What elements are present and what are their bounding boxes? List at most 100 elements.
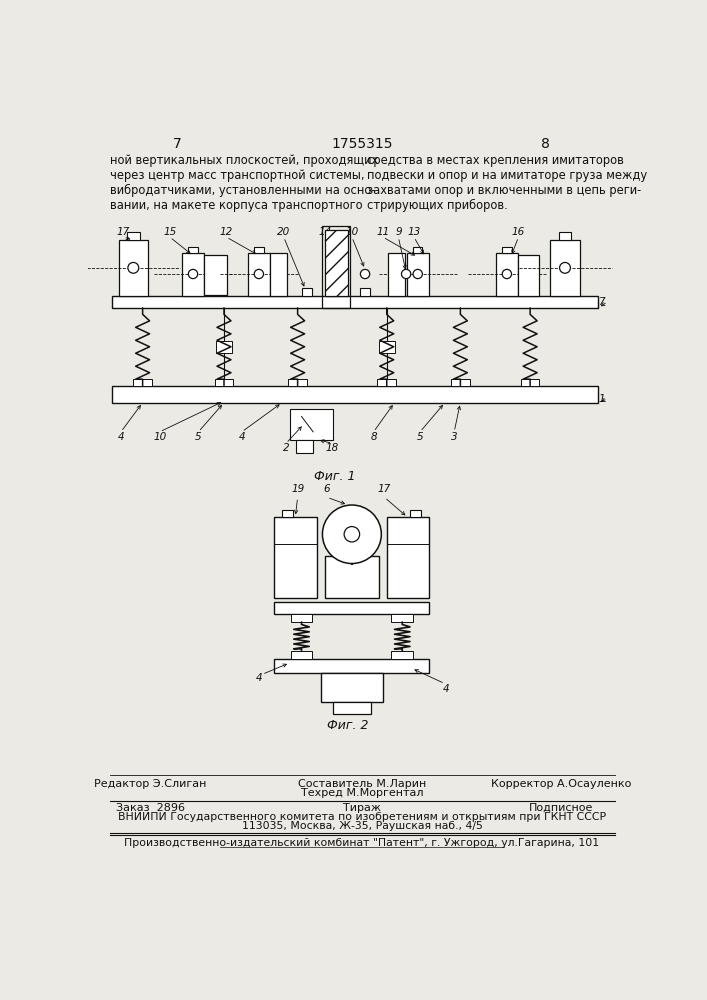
Bar <box>325 230 348 296</box>
Circle shape <box>402 269 411 279</box>
Text: 19: 19 <box>291 484 304 494</box>
Text: средства в местах крепления имитаторов
подвески и опор и на имитаторе груза межд: средства в местах крепления имитаторов п… <box>368 154 648 212</box>
Text: 11: 11 <box>376 227 390 237</box>
Bar <box>325 556 379 598</box>
Bar <box>518 255 539 296</box>
Bar <box>296 440 313 453</box>
Circle shape <box>128 262 139 273</box>
Bar <box>127 232 139 240</box>
Text: ВНИИПИ Государственного комитета по изобретениям и открытиям при ГКНТ СССР: ВНИИПИ Государственного комитета по изоб… <box>118 812 606 822</box>
Bar <box>559 232 571 240</box>
Text: 8: 8 <box>370 432 377 442</box>
Bar <box>288 379 307 386</box>
Text: ной вертикальных плоскостей, проходящих
через центр масс транспортной системы,
в: ной вертикальных плоскостей, проходящих … <box>110 154 378 212</box>
Bar <box>321 673 383 702</box>
Circle shape <box>255 269 264 279</box>
Text: 4: 4 <box>238 432 245 442</box>
Text: 4: 4 <box>117 432 124 442</box>
Bar <box>282 510 293 517</box>
Bar <box>410 510 421 517</box>
Bar <box>215 379 233 386</box>
Text: Производственно-издательский комбинат "Патент", г. Ужгород, ул.Гагарина, 101: Производственно-издательский комбинат "П… <box>124 838 600 848</box>
Bar <box>496 253 518 296</box>
Text: Техред М.Моргентал: Техред М.Моргентал <box>300 788 423 798</box>
Bar <box>361 288 370 296</box>
Text: 17: 17 <box>117 227 130 237</box>
Bar <box>274 602 429 614</box>
Bar <box>335 544 346 556</box>
Bar <box>379 341 395 353</box>
Text: 3: 3 <box>451 432 457 442</box>
Text: Заказ  2896: Заказ 2896 <box>116 803 185 813</box>
Bar <box>112 386 598 403</box>
Bar <box>413 247 422 253</box>
Bar <box>378 379 396 386</box>
Text: 4: 4 <box>443 684 450 694</box>
Circle shape <box>188 269 198 279</box>
Bar <box>322 226 351 308</box>
Text: 9: 9 <box>395 227 402 237</box>
Text: 20: 20 <box>277 227 291 237</box>
Bar <box>188 247 198 253</box>
Text: 14: 14 <box>318 227 332 237</box>
Bar <box>134 379 152 386</box>
Bar <box>407 253 428 296</box>
Circle shape <box>344 527 360 542</box>
Text: Корректор А.Осауленко: Корректор А.Осауленко <box>491 779 631 789</box>
Bar <box>388 253 405 296</box>
Bar <box>204 255 227 295</box>
Text: 17: 17 <box>378 484 391 494</box>
Text: 4: 4 <box>255 673 262 683</box>
Circle shape <box>361 269 370 279</box>
Bar <box>290 409 332 440</box>
Bar <box>274 659 429 673</box>
Bar <box>291 651 312 659</box>
Text: 7: 7 <box>173 137 182 151</box>
Bar <box>119 240 148 296</box>
Circle shape <box>322 505 381 564</box>
Text: 2: 2 <box>283 443 289 453</box>
Bar <box>274 517 317 598</box>
Bar <box>248 253 270 296</box>
Bar <box>255 247 264 253</box>
Text: 8: 8 <box>541 137 550 151</box>
Bar <box>332 702 371 714</box>
Bar <box>270 253 287 296</box>
Text: Тираж: Тираж <box>343 803 381 813</box>
Text: 10: 10 <box>153 432 166 442</box>
Bar <box>216 341 232 353</box>
Text: 7: 7 <box>598 297 605 307</box>
Text: 113035, Москва, Ж-35, Раушская наб., 4/5: 113035, Москва, Ж-35, Раушская наб., 4/5 <box>242 821 482 831</box>
Text: Редактор Э.Слиган: Редактор Э.Слиган <box>94 779 206 789</box>
Text: Фиг. 2: Фиг. 2 <box>327 719 369 732</box>
Text: Составитель М.Ларин: Составитель М.Ларин <box>298 779 426 789</box>
Circle shape <box>559 262 571 273</box>
Text: Фиг. 1: Фиг. 1 <box>314 470 356 483</box>
Bar <box>291 614 312 622</box>
Bar <box>387 517 429 598</box>
Text: 1: 1 <box>598 394 605 404</box>
Text: 18: 18 <box>326 443 339 453</box>
Text: 10: 10 <box>345 227 358 237</box>
Bar <box>502 247 512 253</box>
Circle shape <box>502 269 512 279</box>
Bar <box>301 288 312 296</box>
Text: 16: 16 <box>512 227 525 237</box>
Text: 1755315: 1755315 <box>331 137 392 151</box>
Bar <box>392 614 413 622</box>
Text: 6: 6 <box>324 484 330 494</box>
Text: Подписное: Подписное <box>529 803 593 813</box>
Bar <box>451 379 469 386</box>
Circle shape <box>413 269 422 279</box>
Text: 15: 15 <box>163 227 176 237</box>
Bar <box>327 286 339 296</box>
Bar <box>550 240 580 296</box>
Bar <box>112 296 598 308</box>
Bar <box>182 253 204 296</box>
Text: 5: 5 <box>195 432 201 442</box>
Bar <box>358 544 369 556</box>
Bar <box>392 651 413 659</box>
Text: 13: 13 <box>407 227 421 237</box>
Bar <box>521 379 539 386</box>
Text: 5: 5 <box>416 432 423 442</box>
